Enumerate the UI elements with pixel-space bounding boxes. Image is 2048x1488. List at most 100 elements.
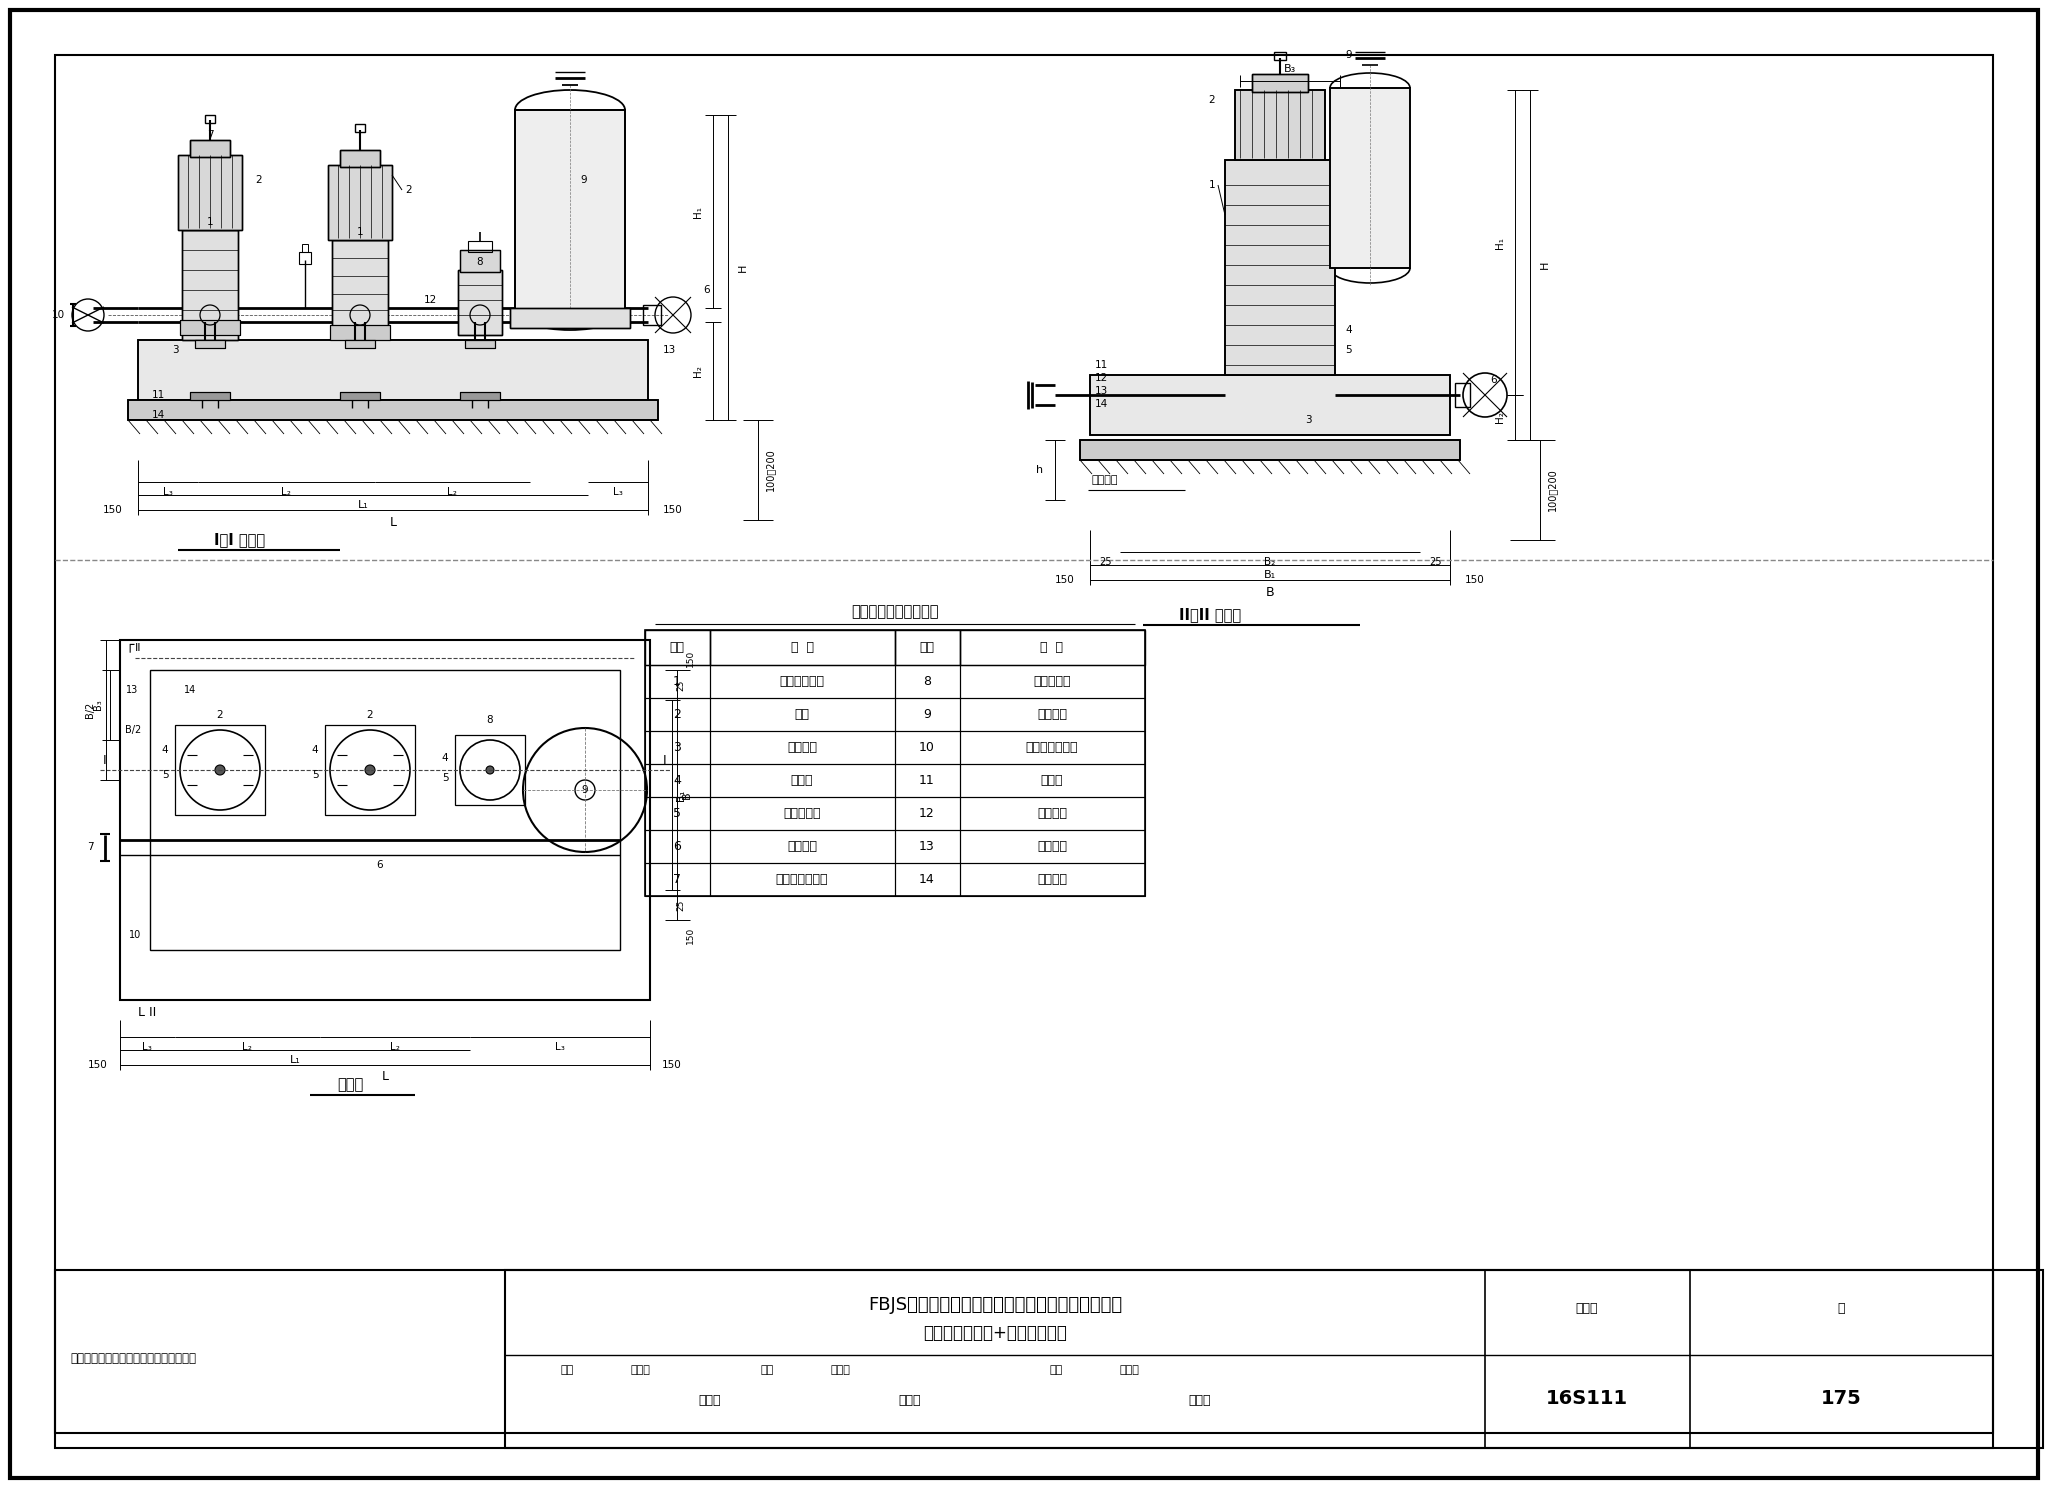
- Bar: [1090, 375, 1450, 434]
- Bar: [895, 665, 961, 698]
- Bar: [344, 339, 375, 348]
- Text: L II: L II: [137, 1006, 156, 1018]
- Text: 注：控制柜在泵组设备基础外独立安装。: 注：控制柜在泵组设备基础外独立安装。: [70, 1353, 197, 1366]
- Text: 150: 150: [102, 504, 123, 515]
- Text: H₂: H₂: [692, 365, 702, 376]
- Text: 25: 25: [676, 680, 686, 690]
- Text: 设备基础: 设备基础: [1036, 872, 1067, 885]
- Bar: [174, 725, 264, 815]
- Bar: [150, 670, 621, 949]
- Text: 隔振垫: 隔振垫: [1040, 774, 1063, 787]
- Text: 100～200: 100～200: [766, 448, 774, 491]
- Text: 设备部件及安装名称表: 设备部件及安装名称表: [852, 604, 938, 619]
- Text: 校对: 校对: [760, 1364, 774, 1375]
- Bar: [344, 339, 375, 348]
- Text: 5: 5: [674, 806, 682, 820]
- Bar: [195, 339, 225, 348]
- Text: II: II: [135, 643, 141, 653]
- Bar: [961, 798, 1145, 830]
- Bar: [514, 110, 625, 310]
- Text: 6: 6: [674, 839, 680, 853]
- Bar: [354, 124, 365, 132]
- Text: 16S111: 16S111: [1546, 1388, 1628, 1408]
- Bar: [645, 629, 711, 665]
- Text: 13: 13: [664, 345, 676, 356]
- Bar: [1329, 88, 1409, 268]
- Text: 出水总管控制阀: 出水总管控制阀: [1026, 741, 1077, 753]
- Text: 止回阀: 止回阀: [791, 774, 813, 787]
- Bar: [711, 830, 895, 863]
- Bar: [465, 339, 496, 348]
- Bar: [510, 308, 631, 327]
- Bar: [55, 1269, 1993, 1448]
- Text: 12: 12: [920, 806, 934, 820]
- Text: 1: 1: [1208, 180, 1214, 190]
- Bar: [895, 731, 961, 763]
- Bar: [711, 698, 895, 731]
- Bar: [340, 391, 381, 400]
- Text: 1: 1: [356, 228, 362, 237]
- Bar: [137, 339, 647, 400]
- Text: 150: 150: [664, 504, 682, 515]
- Bar: [182, 231, 238, 339]
- Text: H₁: H₁: [1495, 237, 1505, 248]
- Text: 14: 14: [1096, 399, 1108, 409]
- Text: 设计: 设计: [1051, 1364, 1063, 1375]
- Text: 100～200: 100～200: [1546, 469, 1556, 512]
- Bar: [711, 798, 895, 830]
- Text: L₂: L₂: [242, 1042, 252, 1052]
- Text: 10: 10: [51, 310, 66, 320]
- Text: 设备底座: 设备底座: [1036, 806, 1067, 820]
- Text: II－II 剖视图: II－II 剖视图: [1180, 607, 1241, 622]
- Text: 2: 2: [367, 710, 373, 720]
- Bar: [895, 798, 961, 830]
- Text: 审核: 审核: [559, 1364, 573, 1375]
- Bar: [205, 115, 215, 124]
- Bar: [961, 863, 1145, 896]
- Text: 12: 12: [424, 295, 436, 305]
- Text: I: I: [102, 753, 106, 766]
- Bar: [895, 763, 961, 798]
- Text: 11: 11: [920, 774, 934, 787]
- Text: 任加兵: 任加兵: [1188, 1393, 1210, 1406]
- Text: 编号: 编号: [670, 640, 684, 653]
- Bar: [506, 1269, 2044, 1448]
- Text: 13: 13: [1096, 385, 1108, 396]
- Text: 150: 150: [1055, 574, 1075, 585]
- Text: L: L: [389, 515, 397, 528]
- Bar: [190, 140, 229, 158]
- Text: 4: 4: [311, 745, 317, 754]
- Bar: [330, 324, 389, 339]
- Text: 14: 14: [920, 872, 934, 885]
- Text: 膨胀螺栓: 膨胀螺栓: [1036, 839, 1067, 853]
- Text: 2: 2: [406, 185, 412, 195]
- Bar: [1251, 74, 1309, 92]
- Bar: [190, 140, 229, 158]
- Text: 2: 2: [1208, 95, 1214, 106]
- Bar: [182, 231, 238, 339]
- Text: B: B: [1266, 585, 1274, 598]
- Text: 出水管阀门: 出水管阀门: [782, 806, 821, 820]
- Bar: [461, 250, 500, 272]
- Text: 9: 9: [924, 707, 932, 720]
- Bar: [340, 150, 381, 167]
- Text: FBJS系列微机控制变频调速供水设备外形及安装图: FBJS系列微机控制变频调速供水设备外形及安装图: [868, 1296, 1122, 1314]
- Text: 页: 页: [1837, 1302, 1845, 1314]
- Bar: [332, 240, 387, 335]
- Text: 7: 7: [207, 129, 213, 140]
- Text: L₂: L₂: [389, 1042, 399, 1052]
- Bar: [1274, 52, 1286, 60]
- Text: 9: 9: [1346, 51, 1352, 60]
- Bar: [961, 698, 1145, 731]
- Text: B: B: [682, 792, 692, 799]
- Bar: [645, 863, 711, 896]
- Text: 7: 7: [674, 872, 682, 885]
- Bar: [961, 629, 1145, 665]
- Text: 4: 4: [162, 745, 168, 754]
- Text: 150: 150: [662, 1059, 682, 1070]
- Bar: [645, 798, 711, 830]
- Text: 5: 5: [1346, 345, 1352, 356]
- Text: 10: 10: [129, 930, 141, 940]
- Text: 名  称: 名 称: [1040, 640, 1063, 653]
- Text: 13: 13: [125, 684, 137, 695]
